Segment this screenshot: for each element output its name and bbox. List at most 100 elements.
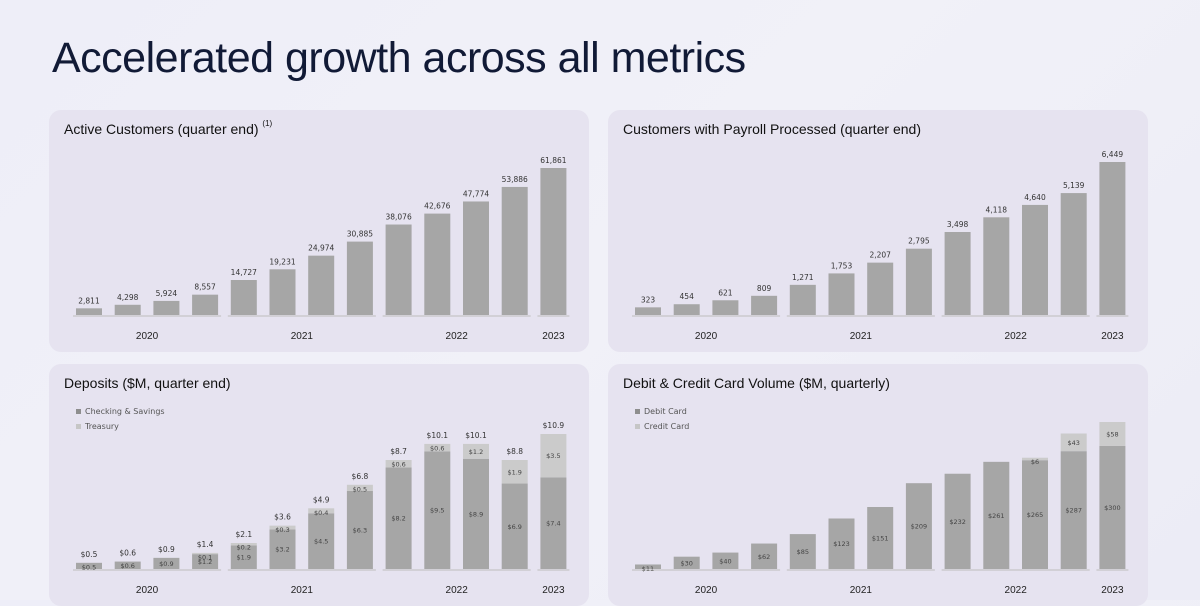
data-label: 14,727: [231, 268, 257, 277]
bar-segment-secondary: [540, 434, 567, 478]
bar-segment-secondary: [1022, 457, 1048, 461]
segment-label: $0.1: [198, 553, 212, 561]
segment-label: $9.5: [430, 507, 444, 515]
segment-label: $232: [949, 518, 966, 526]
segment-label: $11: [642, 565, 654, 573]
bar: [76, 308, 102, 315]
bar-segment-secondary: [1060, 433, 1087, 452]
year-label: 2021: [291, 331, 314, 342]
year-label: 2023: [542, 585, 565, 596]
segment-label: $0.4: [314, 509, 328, 517]
bar-segment-primary: [1060, 451, 1087, 569]
segment-label: $1.2: [469, 448, 483, 456]
segment-label: $261: [988, 512, 1005, 520]
bar-segment-secondary: [192, 552, 219, 555]
bar-segment-primary: [463, 458, 489, 569]
segment-label: $30: [680, 559, 692, 567]
chart-svg: 323 454 621 809 1,271 1,753 2,207 2,795 3,498 4,1…: [632, 150, 1129, 342]
data-label: 1,271: [792, 273, 814, 282]
year-label: 2020: [695, 585, 718, 596]
year-label: 2020: [136, 585, 159, 596]
bar-segment-primary: [867, 506, 894, 569]
bar: [673, 304, 700, 315]
data-label: 6,449: [1102, 150, 1124, 159]
data-label: 323: [641, 295, 656, 304]
bar: [1022, 204, 1048, 315]
bar-segment-primary: [712, 552, 739, 569]
bar-segment-primary: [1099, 445, 1126, 569]
bar: [192, 294, 219, 315]
deposits-chart: Deposits ($M, quarter end) Checking & Sa…: [49, 364, 589, 606]
bar-segment-secondary: [230, 542, 257, 546]
chart-legend: Debit Card Credit Card: [635, 404, 689, 434]
legend-item: Credit Card: [635, 419, 689, 434]
chart-title: Active Customers (quarter end) (1): [64, 119, 272, 137]
segment-label: $4.5: [314, 538, 328, 546]
year-label: 2023: [1101, 331, 1124, 342]
data-label: 4,298: [117, 293, 139, 302]
segment-label: $0.9: [159, 560, 173, 568]
data-label: 47,774: [463, 189, 489, 198]
bar: [751, 295, 778, 315]
total-label: $0.9: [158, 545, 175, 554]
page-title: Accelerated growth across all metrics: [52, 34, 746, 82]
total-label: $8.7: [390, 447, 407, 456]
segment-label: $85: [797, 548, 809, 556]
chart-legend: Checking & Savings Treasury: [76, 404, 165, 434]
chart-title: Deposits ($M, quarter end): [64, 375, 231, 391]
bar-segment-primary: [76, 562, 102, 569]
bar: [501, 186, 528, 315]
data-label: 621: [718, 288, 733, 297]
data-label: 5,924: [156, 289, 178, 298]
year-label: 2022: [446, 331, 469, 342]
bar: [424, 213, 451, 315]
bar: [463, 201, 489, 315]
total-label: $3.6: [274, 513, 291, 522]
segment-label: $6: [1031, 458, 1039, 466]
total-label: $6.8: [352, 472, 369, 481]
bar: [905, 248, 932, 315]
bar: [712, 300, 739, 315]
segment-label: $3.5: [546, 452, 560, 460]
bar-segment-secondary: [346, 484, 373, 491]
legend-label: Credit Card: [644, 422, 690, 431]
data-label: 2,811: [78, 296, 100, 305]
data-label: 809: [757, 284, 772, 293]
segment-label: $0.5: [353, 485, 367, 493]
segment-label: $0.3: [275, 526, 289, 534]
year-label: 2023: [542, 331, 565, 342]
segment-label: $7.4: [546, 520, 560, 528]
total-label: $0.5: [81, 550, 98, 559]
data-label: 24,974: [308, 244, 334, 253]
bar-segment-primary: [501, 483, 528, 569]
bar: [308, 255, 335, 315]
legend-label: Treasury: [85, 422, 119, 431]
legend-item: Treasury: [76, 419, 165, 434]
bar: [385, 224, 412, 315]
data-label: 4,118: [986, 205, 1008, 214]
bar-segment-secondary: [424, 443, 451, 452]
card-volume-chart: Debit & Credit Card Volume ($M, quarterl…: [608, 364, 1148, 606]
data-label: 61,861: [540, 156, 566, 165]
year-label: 2022: [446, 585, 469, 596]
year-label: 2021: [850, 585, 873, 596]
total-label: $10.1: [465, 431, 487, 440]
year-label: 2022: [1005, 331, 1028, 342]
segment-label: $123: [833, 540, 850, 548]
data-label: 30,885: [347, 230, 373, 239]
data-label: 19,231: [269, 257, 295, 266]
total-label: $0.6: [119, 549, 136, 558]
bar-segment-primary: [114, 561, 141, 569]
segment-label: $40: [719, 557, 731, 565]
segment-label: $58: [1106, 430, 1118, 438]
legend-label: Debit Card: [644, 407, 687, 416]
segment-label: $6.3: [353, 526, 367, 534]
payroll-customers-chart: Customers with Payroll Processed (quarte…: [608, 110, 1148, 352]
bar-segment-primary: [308, 513, 335, 569]
segment-label: $62: [758, 553, 770, 561]
bar: [789, 284, 816, 315]
bar-segment-primary: [385, 467, 412, 569]
bar: [983, 217, 1010, 315]
data-label: 8,557: [194, 283, 216, 292]
bar-segment-primary: [944, 473, 971, 569]
